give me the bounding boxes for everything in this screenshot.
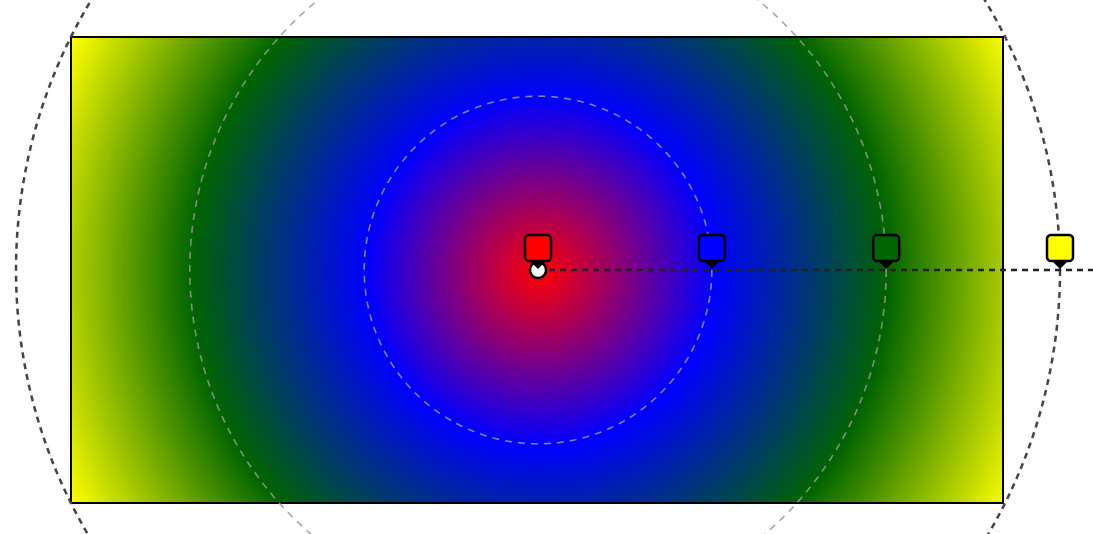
- stop-green-pointer: [879, 262, 894, 269]
- stop-red-swatch[interactable]: [523, 233, 553, 263]
- stop-blue-pointer: [704, 262, 719, 269]
- stop-yellow-handle[interactable]: [1045, 233, 1075, 269]
- stop-yellow-swatch[interactable]: [1045, 233, 1075, 263]
- stop-red-handle[interactable]: [523, 233, 553, 269]
- stop-blue-handle[interactable]: [697, 233, 727, 269]
- stop-red-pointer: [531, 262, 545, 269]
- stop-blue-swatch[interactable]: [697, 233, 727, 263]
- radius-guide-stop-blue: [363, 95, 713, 445]
- stop-green-handle[interactable]: [871, 233, 901, 269]
- stop-yellow-pointer: [1053, 262, 1067, 269]
- radius-guide-stop-green: [189, 0, 887, 534]
- color-stops-track: [523, 233, 1075, 269]
- stop-green-swatch[interactable]: [871, 233, 901, 263]
